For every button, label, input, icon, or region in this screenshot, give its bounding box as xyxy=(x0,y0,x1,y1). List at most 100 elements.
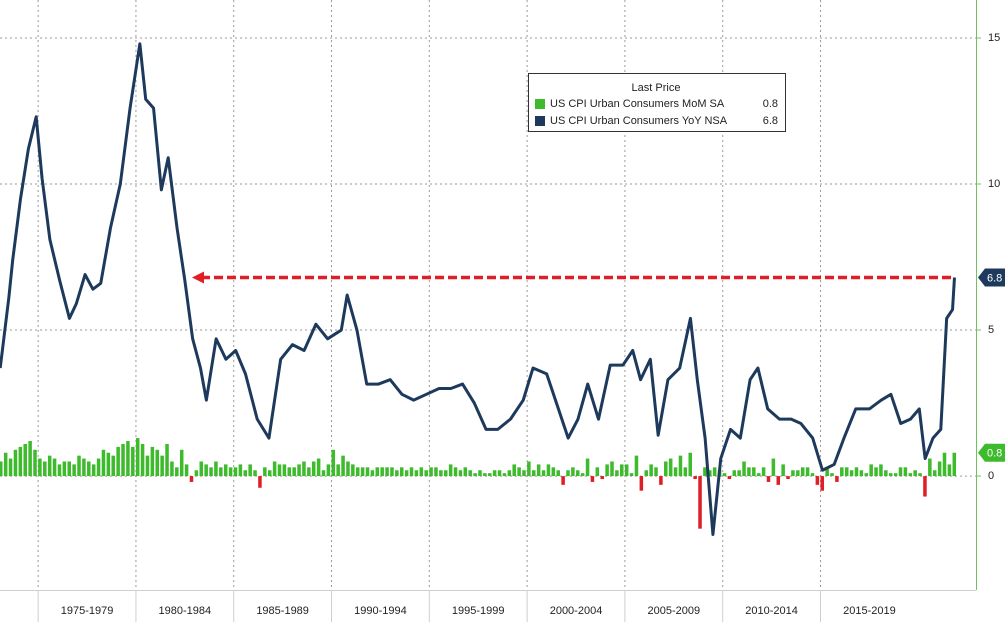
bar xyxy=(248,464,252,477)
bar xyxy=(507,470,512,477)
bar xyxy=(8,458,13,477)
bar xyxy=(932,470,937,477)
bar xyxy=(620,464,624,477)
bar xyxy=(473,473,477,477)
bar xyxy=(551,467,556,477)
bar xyxy=(776,476,781,485)
bar xyxy=(825,467,829,477)
bar xyxy=(106,452,111,477)
bar xyxy=(756,473,761,477)
bar xyxy=(590,476,595,482)
x-tick-label: 1975-1979 xyxy=(61,605,114,617)
bar xyxy=(835,476,839,482)
bar xyxy=(204,464,208,477)
bar xyxy=(0,461,3,477)
bar xyxy=(77,455,81,477)
bar xyxy=(419,467,424,477)
bar xyxy=(722,473,727,477)
bar xyxy=(38,458,42,477)
bar xyxy=(434,467,438,477)
bar xyxy=(947,464,952,477)
bar xyxy=(483,473,487,477)
bar xyxy=(448,464,453,477)
bar xyxy=(742,461,746,477)
x-tick-label: 2000-2004 xyxy=(550,605,603,617)
bar xyxy=(429,467,433,477)
bar xyxy=(380,467,384,477)
bar xyxy=(47,455,52,477)
bar xyxy=(414,470,419,477)
bar xyxy=(326,464,331,477)
bar xyxy=(840,467,844,477)
bar xyxy=(629,473,634,477)
bar xyxy=(830,473,834,477)
bar xyxy=(649,464,653,477)
bar xyxy=(654,467,658,477)
x-tick-label: 2010-2014 xyxy=(745,605,798,617)
bar xyxy=(512,464,516,477)
bar xyxy=(23,443,27,477)
bar xyxy=(365,467,370,477)
bar xyxy=(67,461,71,477)
y-tick-label: 5 xyxy=(988,324,994,336)
bar xyxy=(810,473,815,477)
x-tick-label: 1985-1989 xyxy=(256,605,309,617)
bar xyxy=(703,467,707,477)
bar xyxy=(634,455,639,477)
bar xyxy=(219,467,223,477)
bar xyxy=(292,467,296,477)
bar xyxy=(791,470,795,477)
bar xyxy=(556,470,560,477)
bar xyxy=(404,470,409,477)
bar xyxy=(121,443,125,477)
bar xyxy=(923,476,927,497)
bar xyxy=(942,452,947,477)
bar xyxy=(561,476,565,485)
legend-value: 0.8 xyxy=(763,98,778,110)
bar xyxy=(605,464,609,477)
plot-area xyxy=(0,0,976,590)
last-value-label: 6.8 xyxy=(987,272,1002,284)
bar xyxy=(287,467,292,477)
y-tick-label: 15 xyxy=(988,32,1000,44)
bar xyxy=(844,467,849,477)
bar xyxy=(698,476,702,529)
bar xyxy=(321,470,326,477)
last-value-tag xyxy=(978,443,1005,462)
bar xyxy=(928,458,932,477)
bar xyxy=(771,458,776,477)
bar xyxy=(439,470,443,477)
bar xyxy=(541,470,546,477)
bar xyxy=(175,467,179,477)
bar xyxy=(267,470,272,477)
bar xyxy=(165,443,169,477)
bar xyxy=(341,455,345,477)
bar xyxy=(712,467,717,477)
bar xyxy=(135,438,140,477)
bar xyxy=(189,476,194,482)
bar xyxy=(199,461,204,477)
bar xyxy=(874,467,878,477)
bar xyxy=(453,467,458,477)
bar xyxy=(346,461,350,477)
bar xyxy=(336,464,340,477)
bar xyxy=(101,449,106,477)
bar xyxy=(468,470,472,477)
bar xyxy=(864,473,869,477)
bar xyxy=(502,473,507,477)
legend-swatch xyxy=(535,99,545,109)
bar xyxy=(272,461,277,477)
bar xyxy=(96,458,101,477)
bar xyxy=(194,470,199,477)
bar xyxy=(263,467,267,477)
x-tick-label: 1980-1984 xyxy=(159,605,212,617)
bar xyxy=(375,467,380,477)
bar xyxy=(223,464,228,477)
bar xyxy=(87,461,91,477)
bar xyxy=(536,464,541,477)
bar xyxy=(385,467,389,477)
bar xyxy=(869,464,873,477)
bar xyxy=(355,467,360,477)
bar xyxy=(786,476,790,480)
bar xyxy=(111,455,116,477)
